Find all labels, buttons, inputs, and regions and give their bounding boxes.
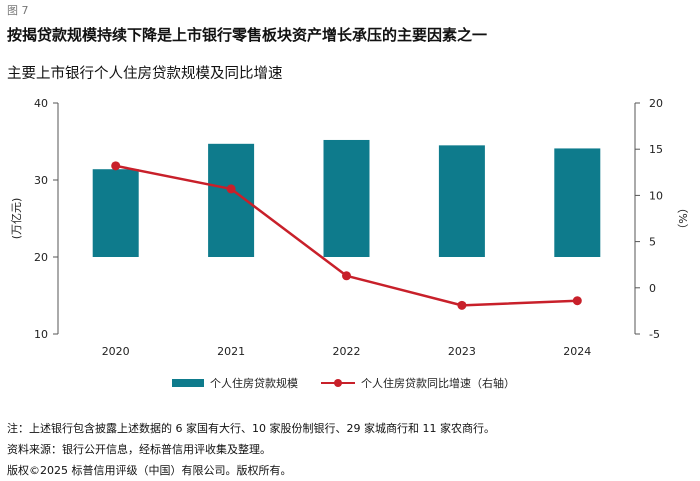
- x-tick-label: 2023: [448, 345, 476, 358]
- line-point: [572, 296, 582, 306]
- y-right-axis-title: （%）: [676, 202, 689, 234]
- x-tick-label: 2022: [333, 345, 361, 358]
- bar-series: [92, 139, 601, 257]
- bar: [323, 139, 370, 257]
- line-point: [226, 184, 236, 194]
- chart-title: 按揭贷款规模持续下降是上市银行零售板块资产增长承压的主要因素之一: [7, 26, 488, 44]
- legend-item-bar: 个人住房贷款规模: [172, 375, 298, 391]
- axes: [53, 102, 640, 335]
- y-right-tick-label: 0: [649, 282, 656, 295]
- legend-bar-swatch: [172, 379, 204, 387]
- line-point: [457, 300, 467, 310]
- x-tick-label: 2020: [102, 345, 130, 358]
- chart-subtitle: 主要上市银行个人住房贷款规模及同比增速: [7, 66, 283, 82]
- y-right-tick-label: 20: [649, 97, 663, 110]
- note-text: 注：上述银行包含披露上述数据的 6 家国有大行、10 家股份制银行、29 家城商…: [7, 422, 495, 435]
- legend-bar-label: 个人住房贷款规模: [210, 377, 298, 390]
- y-left-tick-label: 20: [34, 251, 48, 264]
- source-text: 资料来源：银行公开信息，经标普信用评收集及整理。: [7, 443, 271, 456]
- legend-item-line: 个人住房贷款同比增速（右轴）: [321, 375, 515, 391]
- chart: 10 20 30 40 -5 0 5 10 15 20 (万亿元) （%） 2020 2021 2022 20…: [10, 97, 689, 358]
- y-right-tick-label: 15: [649, 143, 663, 156]
- footnotes: 注：上述银行包含披露上述数据的 6 家国有大行、10 家股份制银行、29 家城商…: [7, 418, 495, 481]
- bar: [92, 169, 139, 257]
- legend-line-swatch: [321, 378, 355, 388]
- copyright-text: 版权©2025 标普信用评级（中国）有限公司。版权所有。: [7, 464, 292, 477]
- y-left-tick-label: 10: [34, 328, 48, 341]
- y-left-axis-title: (万亿元): [10, 198, 23, 240]
- tick-labels: 10 20 30 40 -5 0 5 10 15 20 (万亿元) （%） 2020 2021 2022 20…: [10, 97, 689, 358]
- line-point: [342, 271, 351, 281]
- legend-line-label: 个人住房贷款同比增速（右轴）: [361, 377, 515, 390]
- y-left-tick-label: 40: [34, 97, 48, 110]
- legend: 个人住房贷款规模 个人住房贷款同比增速（右轴）: [0, 375, 700, 391]
- line-series: [111, 161, 582, 310]
- y-right-tick-label: 5: [649, 236, 656, 249]
- figure-label: 图 7: [7, 4, 29, 17]
- line-point: [111, 161, 121, 171]
- x-tick-label: 2024: [563, 345, 591, 358]
- y-right-tick-label: -5: [649, 328, 660, 341]
- x-tick-label: 2021: [217, 345, 245, 358]
- y-left-tick-label: 30: [34, 174, 48, 187]
- y-right-tick-label: 10: [649, 189, 663, 202]
- bar: [438, 145, 485, 257]
- bar: [554, 148, 601, 257]
